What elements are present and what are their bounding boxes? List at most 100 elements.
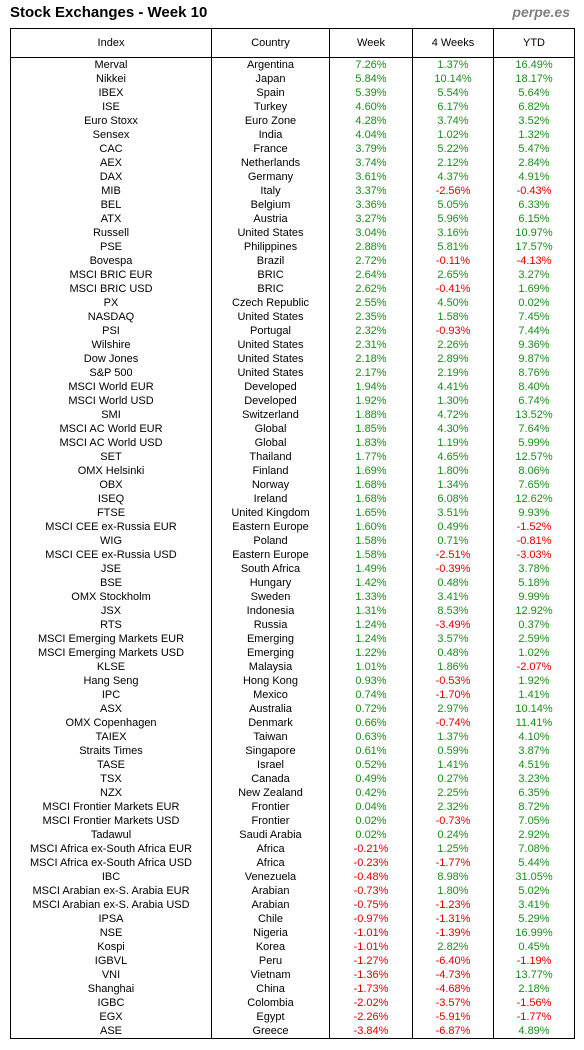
table-row: NSE Nigeria -1.01% -1.39% 16.99% [10,926,575,940]
ytd-cell: 7.64% [493,422,575,436]
country-cell: Philippines [211,240,330,254]
index-cell: DAX [10,170,212,184]
table-row: ATX Austria 3.27% 5.96% 6.15% [10,212,575,226]
ytd-cell: 5.29% [493,912,575,926]
table-row: TAIEX Taiwan 0.63% 1.37% 4.10% [10,730,575,744]
ytd-cell: 13.52% [493,408,575,422]
index-cell: MSCI Arabian ex-S. Arabia EUR [10,884,212,898]
table-row: IPC Mexico 0.74% -1.70% 1.41% [10,688,575,702]
table-row: ASX Australia 0.72% 2.97% 10.14% [10,702,575,716]
table-row: Bovespa Brazil 2.72% -0.11% -4.13% [10,254,575,268]
ytd-cell: 1.32% [493,128,575,142]
four-weeks-cell: 1.86% [412,660,494,674]
table-body: Merval Argentina 7.26% 1.37% 16.49% Nikkei Jap… [10,57,575,1039]
week-cell: -0.97% [329,912,413,926]
four-weeks-cell: 1.80% [412,884,494,898]
index-cell: PX [10,296,212,310]
ytd-cell: 5.64% [493,86,575,100]
four-weeks-cell: -1.70% [412,688,494,702]
week-cell: -3.84% [329,1024,413,1039]
four-weeks-cell: 8.53% [412,604,494,618]
week-cell: 0.66% [329,716,413,730]
table-row: VNI Vietnam -1.36% -4.73% 13.77% [10,968,575,982]
ytd-cell: 16.99% [493,926,575,940]
week-cell: 3.74% [329,156,413,170]
index-cell: MSCI AC World EUR [10,422,212,436]
country-cell: Belgium [211,198,330,212]
country-cell: Arabian [211,898,330,912]
ytd-cell: 3.23% [493,772,575,786]
country-cell: Korea [211,940,330,954]
index-cell: IGBVL [10,954,212,968]
index-cell: MSCI Africa ex-South Africa EUR [10,842,212,856]
index-cell: Tadawul [10,828,212,842]
four-weeks-cell: 2.82% [412,940,494,954]
table-row: MSCI BRIC USD BRIC 2.62% -0.41% 1.69% [10,282,575,296]
page-title: Stock Exchanges - Week 10 [10,4,208,21]
index-cell: MSCI AC World USD [10,436,212,450]
week-cell: -1.27% [329,954,413,968]
ytd-cell: 4.51% [493,758,575,772]
brand-logo: perpe.es [512,4,570,20]
ytd-cell: -0.81% [493,534,575,548]
table-row: ISEQ Ireland 1.68% 6.08% 12.62% [10,492,575,506]
four-weeks-cell: 2.25% [412,786,494,800]
week-cell: 1.68% [329,478,413,492]
four-weeks-cell: 4.65% [412,450,494,464]
country-cell: Eastern Europe [211,548,330,562]
week-cell: 1.88% [329,408,413,422]
four-weeks-cell: 1.37% [412,57,494,72]
country-cell: Switzerland [211,408,330,422]
week-cell: 5.84% [329,72,413,86]
week-cell: 3.79% [329,142,413,156]
four-weeks-cell: 1.37% [412,730,494,744]
country-cell: Frontier [211,800,330,814]
country-cell: Nigeria [211,926,330,940]
week-cell: 4.60% [329,100,413,114]
ytd-cell: 6.82% [493,100,575,114]
four-weeks-cell: 0.27% [412,772,494,786]
table-row: OMX Copenhagen Denmark 0.66% -0.74% 11.41% [10,716,575,730]
week-cell: -0.21% [329,842,413,856]
ytd-cell: 2.92% [493,828,575,842]
ytd-cell: 10.14% [493,702,575,716]
index-cell: AEX [10,156,212,170]
index-cell: OMX Stockholm [10,590,212,604]
ytd-cell: 9.87% [493,352,575,366]
four-weeks-cell: 4.37% [412,170,494,184]
ytd-cell: 13.77% [493,968,575,982]
ytd-cell: 10.97% [493,226,575,240]
table-row: IGBVL Peru -1.27% -6.40% -1.19% [10,954,575,968]
country-cell: Saudi Arabia [211,828,330,842]
index-cell: Russell [10,226,212,240]
table-row: MSCI BRIC EUR BRIC 2.64% 2.65% 3.27% [10,268,575,282]
four-weeks-cell: -0.73% [412,814,494,828]
table-row: IPSA Chile -0.97% -1.31% 5.29% [10,912,575,926]
ytd-cell: 4.10% [493,730,575,744]
country-cell: Japan [211,72,330,86]
index-cell: BSE [10,576,212,590]
index-cell: EGX [10,1010,212,1024]
table-row: MSCI Emerging Markets EUR Emerging 1.24% 3.… [10,632,575,646]
table-row: JSX Indonesia 1.31% 8.53% 12.92% [10,604,575,618]
index-cell: KLSE [10,660,212,674]
country-cell: Emerging [211,646,330,660]
country-cell: BRIC [211,282,330,296]
table-row: MSCI Arabian ex-S. Arabia EUR Arabian -0.7… [10,884,575,898]
four-weeks-cell: 6.17% [412,100,494,114]
ytd-cell: 8.40% [493,380,575,394]
country-cell: Global [211,422,330,436]
ytd-cell: 6.33% [493,198,575,212]
four-weeks-cell: 2.32% [412,800,494,814]
week-cell: 1.65% [329,506,413,520]
table-row: Straits Times Singapore 0.61% 0.59% 3.87% [10,744,575,758]
four-weeks-cell: 5.96% [412,212,494,226]
ytd-cell: 9.99% [493,590,575,604]
country-cell: Developed [211,394,330,408]
table-row: Wilshire United States 2.31% 2.26% 9.36% [10,338,575,352]
four-weeks-cell: -6.87% [412,1024,494,1039]
four-weeks-cell: -3.49% [412,618,494,632]
four-weeks-cell: 0.48% [412,646,494,660]
week-cell: 1.24% [329,618,413,632]
index-cell: JSE [10,562,212,576]
